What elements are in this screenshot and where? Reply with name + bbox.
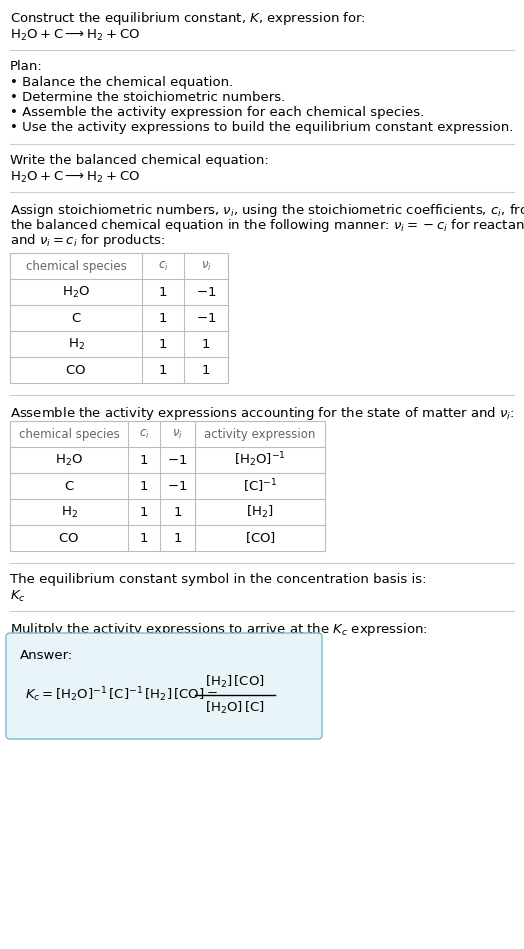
Text: 1: 1	[140, 506, 148, 518]
Bar	[10, 253, 228, 383]
Text: $\mathrm{H_2}$: $\mathrm{H_2}$	[60, 505, 78, 519]
Text: • Use the activity expressions to build the equilibrium constant expression.: • Use the activity expressions to build …	[10, 121, 514, 134]
Text: $[\mathrm{H_2O}]^{-1}$: $[\mathrm{H_2O}]^{-1}$	[234, 451, 286, 470]
Text: activity expression: activity expression	[204, 427, 315, 440]
Text: $\mathrm{CO}$: $\mathrm{CO}$	[66, 363, 86, 377]
Text: $[\mathrm{H_2}]\,[\mathrm{CO}]$: $[\mathrm{H_2}]\,[\mathrm{CO}]$	[205, 674, 265, 690]
Text: 1: 1	[140, 454, 148, 467]
Text: $[\mathrm{C}]^{-1}$: $[\mathrm{C}]^{-1}$	[243, 477, 277, 494]
Text: the balanced chemical equation in the following manner: $\nu_i = -c_i$ for react: the balanced chemical equation in the fo…	[10, 217, 524, 234]
Text: Assemble the activity expressions accounting for the state of matter and $\nu_i$: Assemble the activity expressions accoun…	[10, 405, 515, 422]
Text: $1$: $1$	[201, 363, 211, 377]
Text: • Determine the stoichiometric numbers.: • Determine the stoichiometric numbers.	[10, 91, 285, 104]
Text: $c_i$: $c_i$	[139, 427, 149, 440]
Text: $[\mathrm{H_2}]$: $[\mathrm{H_2}]$	[246, 504, 274, 520]
Text: The equilibrium constant symbol in the concentration basis is:: The equilibrium constant symbol in the c…	[10, 573, 427, 586]
Text: 1: 1	[140, 531, 148, 545]
Text: $\mathrm{H_2O + C \longrightarrow H_2 + CO}$: $\mathrm{H_2O + C \longrightarrow H_2 + …	[10, 170, 140, 185]
Text: $1$: $1$	[173, 506, 182, 518]
Text: $\mathrm{C}$: $\mathrm{C}$	[71, 311, 81, 325]
Text: $-1$: $-1$	[167, 479, 188, 493]
Text: $[\mathrm{CO}]$: $[\mathrm{CO}]$	[245, 530, 276, 546]
Text: chemical species: chemical species	[19, 427, 119, 440]
Text: $-1$: $-1$	[167, 454, 188, 467]
Text: $\mathrm{H_2}$: $\mathrm{H_2}$	[68, 337, 84, 351]
Text: • Balance the chemical equation.: • Balance the chemical equation.	[10, 76, 233, 89]
Text: Answer:: Answer:	[20, 649, 73, 662]
Text: 1: 1	[159, 363, 167, 377]
Text: $[\mathrm{H_2O}]\,[\mathrm{C}]$: $[\mathrm{H_2O}]\,[\mathrm{C}]$	[205, 700, 265, 716]
Text: $1$: $1$	[201, 338, 211, 350]
Text: $\mathrm{C}$: $\mathrm{C}$	[64, 479, 74, 493]
Text: $K_c$: $K_c$	[10, 589, 26, 605]
Text: and $\nu_i = c_i$ for products:: and $\nu_i = c_i$ for products:	[10, 232, 166, 249]
Text: Assign stoichiometric numbers, $\nu_i$, using the stoichiometric coefficients, $: Assign stoichiometric numbers, $\nu_i$, …	[10, 202, 524, 219]
Text: Write the balanced chemical equation:: Write the balanced chemical equation:	[10, 154, 269, 167]
Text: Mulitply the activity expressions to arrive at the $K_c$ expression:: Mulitply the activity expressions to arr…	[10, 621, 428, 638]
Text: 1: 1	[140, 479, 148, 493]
FancyBboxPatch shape	[6, 633, 322, 739]
Text: $c_i$: $c_i$	[158, 259, 168, 272]
Bar	[10, 421, 325, 551]
Text: • Assemble the activity expression for each chemical species.: • Assemble the activity expression for e…	[10, 106, 424, 119]
Text: $-1$: $-1$	[196, 311, 216, 325]
Text: $\mathrm{H_2O}$: $\mathrm{H_2O}$	[55, 453, 83, 468]
Text: $\nu_i$: $\nu_i$	[172, 427, 183, 440]
Text: $\mathrm{H_2O + C \longrightarrow H_2 + CO}$: $\mathrm{H_2O + C \longrightarrow H_2 + …	[10, 28, 140, 43]
Text: $K_c = [\mathrm{H_2O}]^{-1}\,[\mathrm{C}]^{-1}\,[\mathrm{H_2}]\,[\mathrm{CO}] = : $K_c = [\mathrm{H_2O}]^{-1}\,[\mathrm{C}…	[25, 685, 218, 704]
Text: $\mathrm{CO}$: $\mathrm{CO}$	[59, 531, 80, 545]
Text: 1: 1	[159, 311, 167, 325]
Text: $-1$: $-1$	[196, 286, 216, 299]
Text: chemical species: chemical species	[26, 259, 126, 272]
Text: 1: 1	[159, 286, 167, 299]
Text: 1: 1	[159, 338, 167, 350]
Text: $\mathrm{H_2O}$: $\mathrm{H_2O}$	[62, 285, 90, 300]
Text: $1$: $1$	[173, 531, 182, 545]
Text: Plan:: Plan:	[10, 60, 43, 73]
Text: Construct the equilibrium constant, $K$, expression for:: Construct the equilibrium constant, $K$,…	[10, 10, 366, 27]
Text: $\nu_i$: $\nu_i$	[201, 259, 211, 272]
